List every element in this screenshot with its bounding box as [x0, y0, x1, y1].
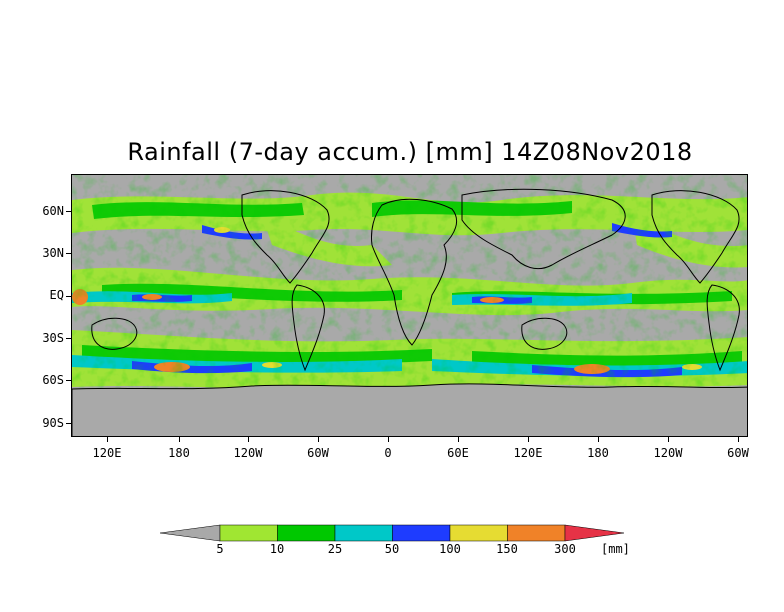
lat-tick [66, 338, 71, 339]
map-title: Rainfall (7-day accum.) [mm] 14Z08Nov201… [127, 138, 693, 166]
lon-tick [598, 437, 599, 442]
lon-label-120w: 120W [233, 446, 263, 460]
lat-tick [66, 253, 71, 254]
colorbar-bin-25-50 [334, 524, 393, 542]
colorbar-over-triangle [564, 524, 624, 542]
lat-label-30n: 30N [42, 246, 64, 260]
lon-tick [388, 437, 389, 442]
lon-tick [248, 437, 249, 442]
lon-label-180: 180 [168, 446, 190, 460]
lon-label-60w-2: 60W [727, 446, 749, 460]
lon-label-120e: 120E [92, 446, 122, 460]
lat-tick [66, 211, 71, 212]
rainfall-field [72, 175, 747, 436]
lon-tick [179, 437, 180, 442]
colorbar-label: 10 [269, 542, 285, 556]
colorbar-label: 100 [439, 542, 461, 556]
colorbar-bin-100-150 [449, 524, 508, 542]
colorbar-label: 25 [327, 542, 343, 556]
lon-label-120w-2: 120W [653, 446, 683, 460]
colorbar-unit: [mm] [601, 542, 630, 556]
lon-tick [738, 437, 739, 442]
lat-tick [66, 296, 71, 297]
colorbar-bin-50-100 [392, 524, 451, 542]
lat-tick [66, 423, 71, 424]
lon-label-0: 0 [384, 446, 392, 460]
continent-outlines [91, 188, 740, 372]
lon-tick [318, 437, 319, 442]
lat-label-90s: 90S [42, 416, 64, 430]
lon-tick [107, 437, 108, 442]
colorbar-label: 5 [216, 542, 224, 556]
lon-tick [458, 437, 459, 442]
lon-tick [528, 437, 529, 442]
lon-label-180-2: 180 [587, 446, 609, 460]
lat-label-60s: 60S [42, 373, 64, 387]
colorbar-label: 50 [384, 542, 400, 556]
lat-tick [66, 380, 71, 381]
lat-label-60n: 60N [42, 204, 64, 218]
lat-label-30s: 30S [42, 331, 64, 345]
lon-tick [668, 437, 669, 442]
colorbar-bin-10-25 [277, 524, 336, 542]
rainfall-map [71, 174, 748, 437]
colorbar [160, 524, 624, 542]
colorbar-under-triangle [160, 524, 221, 542]
lon-label-60w: 60W [307, 446, 329, 460]
antarctica-landmass [72, 383, 747, 436]
colorbar-bin-5-10 [219, 524, 278, 542]
colorbar-label: 150 [496, 542, 518, 556]
colorbar-bin-150-300 [507, 524, 566, 542]
colorbar-label: 300 [554, 542, 576, 556]
lon-label-120e-2: 120E [513, 446, 543, 460]
lon-label-60e: 60E [447, 446, 469, 460]
lat-label-eq: EQ [49, 288, 64, 302]
